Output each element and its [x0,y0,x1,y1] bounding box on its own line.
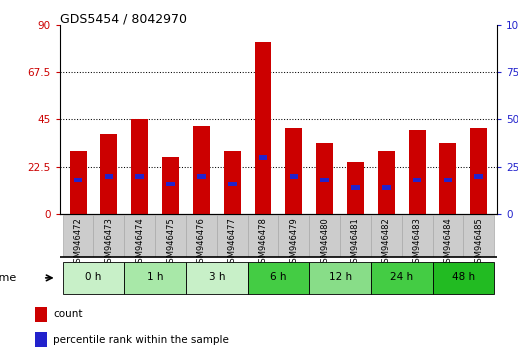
Bar [135,174,144,179]
Bar [155,215,186,257]
Bar [309,262,371,294]
Bar [248,215,279,257]
Text: GSM946474: GSM946474 [135,217,144,268]
Bar [285,128,303,214]
Bar [464,215,494,257]
Bar [100,134,118,214]
Text: GSM946480: GSM946480 [320,217,329,268]
Bar [316,143,333,214]
Bar [443,178,452,182]
Text: 12 h: 12 h [328,272,352,282]
Bar [347,161,364,214]
Bar [254,42,271,214]
Bar [193,126,210,214]
Text: GSM946475: GSM946475 [166,217,175,268]
Bar [382,185,391,190]
Bar [35,307,47,322]
Text: GSM946482: GSM946482 [382,217,391,268]
Bar [228,182,237,186]
Text: GSM946481: GSM946481 [351,217,360,268]
Text: 3 h: 3 h [209,272,225,282]
Bar [402,215,433,257]
Bar [217,215,248,257]
Bar [105,174,113,179]
Bar [63,262,124,294]
Bar [433,262,494,294]
Bar [124,262,186,294]
Text: GSM946484: GSM946484 [443,217,452,268]
Bar [131,119,148,214]
Text: 24 h: 24 h [390,272,413,282]
Text: GSM946479: GSM946479 [290,217,298,268]
Bar [186,262,248,294]
Bar [166,182,175,186]
Bar [279,215,309,257]
Text: GSM946473: GSM946473 [105,217,113,268]
Text: time: time [0,273,17,283]
Text: count: count [53,309,82,320]
Text: percentile rank within the sample: percentile rank within the sample [53,335,229,345]
Text: GSM946472: GSM946472 [74,217,82,268]
Bar [290,174,298,179]
Bar [69,151,87,214]
Bar [35,332,47,347]
Text: GDS5454 / 8042970: GDS5454 / 8042970 [60,12,186,25]
Bar [93,215,124,257]
Bar [309,215,340,257]
Bar [197,174,206,179]
Bar [258,155,267,160]
Bar [224,151,241,214]
Bar [371,262,433,294]
Text: GSM946477: GSM946477 [228,217,237,268]
Bar [74,178,82,182]
Text: 1 h: 1 h [147,272,163,282]
Bar [433,215,464,257]
Bar [186,215,217,257]
Bar [340,215,371,257]
Bar [63,215,93,257]
Text: GSM946478: GSM946478 [258,217,267,268]
Bar [162,157,179,214]
Bar [248,262,309,294]
Bar [378,151,395,214]
Bar [124,215,155,257]
Bar [409,130,426,214]
Text: 48 h: 48 h [452,272,475,282]
Text: 0 h: 0 h [85,272,102,282]
Text: GSM946483: GSM946483 [413,217,422,268]
Text: GSM946485: GSM946485 [474,217,483,268]
Bar [474,174,483,179]
Bar [351,185,360,190]
Bar [470,128,487,214]
Bar [371,215,402,257]
Bar [439,143,456,214]
Bar [320,178,329,182]
Text: GSM946476: GSM946476 [197,217,206,268]
Text: 6 h: 6 h [270,272,286,282]
Bar [413,178,422,182]
